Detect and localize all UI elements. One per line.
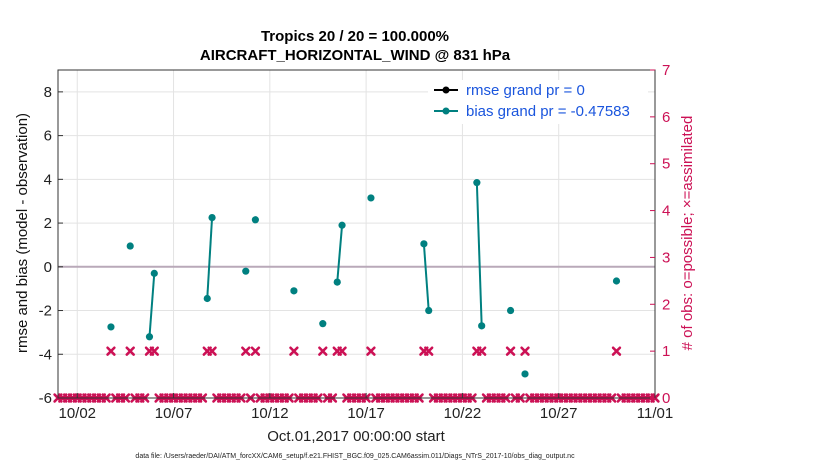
bias-point	[242, 267, 250, 275]
y-tick-label: 8	[44, 84, 52, 101]
bias-point	[420, 240, 428, 248]
x-tick-label: 10/07	[155, 405, 193, 422]
y-axis-label: rmse and bias (model - observation)	[14, 113, 31, 353]
bias-connector-line	[336, 225, 344, 283]
bias-point	[333, 278, 341, 286]
obs-count-marker	[241, 346, 251, 356]
right-y-tick-label: 7	[662, 62, 670, 79]
bias-point	[319, 320, 327, 328]
bias-point	[367, 194, 375, 202]
obs-count-marker	[424, 346, 434, 356]
obs-count-marker	[611, 346, 622, 356]
chart-title-line1: Tropics 20 / 20 = 100.000%	[261, 28, 449, 45]
right-y-tick-label: 3	[662, 249, 670, 266]
x-tick-label: 10/12	[251, 405, 289, 422]
obs-count-marker	[125, 346, 135, 356]
x-tick-label: 11/01	[637, 405, 673, 422]
right-y-tick-label: 0	[662, 390, 670, 407]
bias-connector-lines	[148, 182, 483, 337]
legend-bias-marker	[442, 107, 450, 115]
grid-lines	[58, 70, 656, 399]
bias-point	[425, 306, 433, 315]
axis-ticks: -6 -4 -2 0 2 4 6 8 0 1 2 3 4 5 6 7 10/02 10/07 10/12 10/17 1…	[39, 62, 674, 422]
bias-connector-line	[475, 182, 483, 326]
obs-count-markers	[53, 346, 660, 403]
y-tick-label: 2	[44, 215, 52, 232]
obs-count-marker	[250, 346, 261, 356]
bias-connector-line	[148, 273, 156, 337]
bias-point	[251, 216, 259, 224]
y-tick-label: 4	[44, 171, 52, 188]
bias-point	[478, 322, 486, 330]
obs-count-marker	[505, 346, 516, 356]
obs-count-marker	[289, 346, 299, 356]
bias-markers	[107, 179, 621, 378]
legend-rmse-label: rmse grand pr = 0	[466, 82, 585, 99]
obs-count-marker	[366, 346, 376, 356]
bias-point	[338, 221, 346, 229]
bias-point	[612, 277, 621, 285]
y-tick-label: 6	[44, 128, 52, 145]
obs-count-marker	[520, 346, 530, 356]
x-tick-label: 10/22	[444, 405, 482, 422]
chart-title-line2: AIRCRAFT_HORIZONTAL_WIND @ 831 hPa	[200, 47, 511, 64]
x-tick-label: 10/02	[58, 405, 96, 422]
right-y-tick-label: 1	[662, 343, 670, 360]
axes-frame	[57, 69, 656, 399]
x-tick-label: 10/17	[347, 405, 385, 422]
bias-point	[473, 179, 481, 187]
bias-point	[208, 214, 216, 222]
obs-count-marker	[106, 346, 116, 356]
y-tick-label: 0	[44, 259, 52, 276]
bias-point	[203, 294, 211, 303]
x-axis-label: Oct.01,2017 00:00:00 start	[267, 428, 445, 445]
bias-connector-line	[422, 243, 430, 311]
bias-connector-line	[206, 217, 214, 299]
bias-point	[126, 242, 134, 250]
right-y-tick-label: 5	[662, 156, 670, 173]
y-tick-label: -4	[39, 346, 52, 363]
obs-count-marker	[337, 346, 347, 356]
bias-point	[107, 323, 115, 331]
obs-count-marker	[318, 346, 328, 356]
bias-point	[150, 269, 158, 277]
legend-bias-label: bias grand pr = -0.47583	[466, 103, 630, 120]
right-y-tick-label: 4	[662, 203, 670, 220]
right-y-tick-label: 2	[662, 296, 670, 313]
bias-point	[145, 333, 154, 341]
y-tick-label: -2	[39, 303, 52, 320]
y-tick-label: -6	[39, 390, 52, 407]
right-y-axis-label: # of obs: o=possible; ×=assimilated	[679, 116, 696, 351]
legend: rmse grand pr = 0 bias grand pr = -0.475…	[428, 80, 648, 124]
obs-count-marker	[476, 346, 487, 356]
x-tick-label: 10/27	[540, 405, 578, 422]
bias-point	[506, 306, 515, 315]
obs-count-marker	[149, 346, 159, 356]
legend-rmse-marker	[442, 86, 450, 94]
bias-point	[521, 370, 529, 378]
right-y-tick-label: 6	[662, 109, 670, 126]
obs-count-marker	[207, 346, 217, 356]
data-file-footer: data file: /Users/raeder/DAI/ATM_forcXX/…	[135, 453, 575, 460]
bias-point	[290, 287, 298, 295]
